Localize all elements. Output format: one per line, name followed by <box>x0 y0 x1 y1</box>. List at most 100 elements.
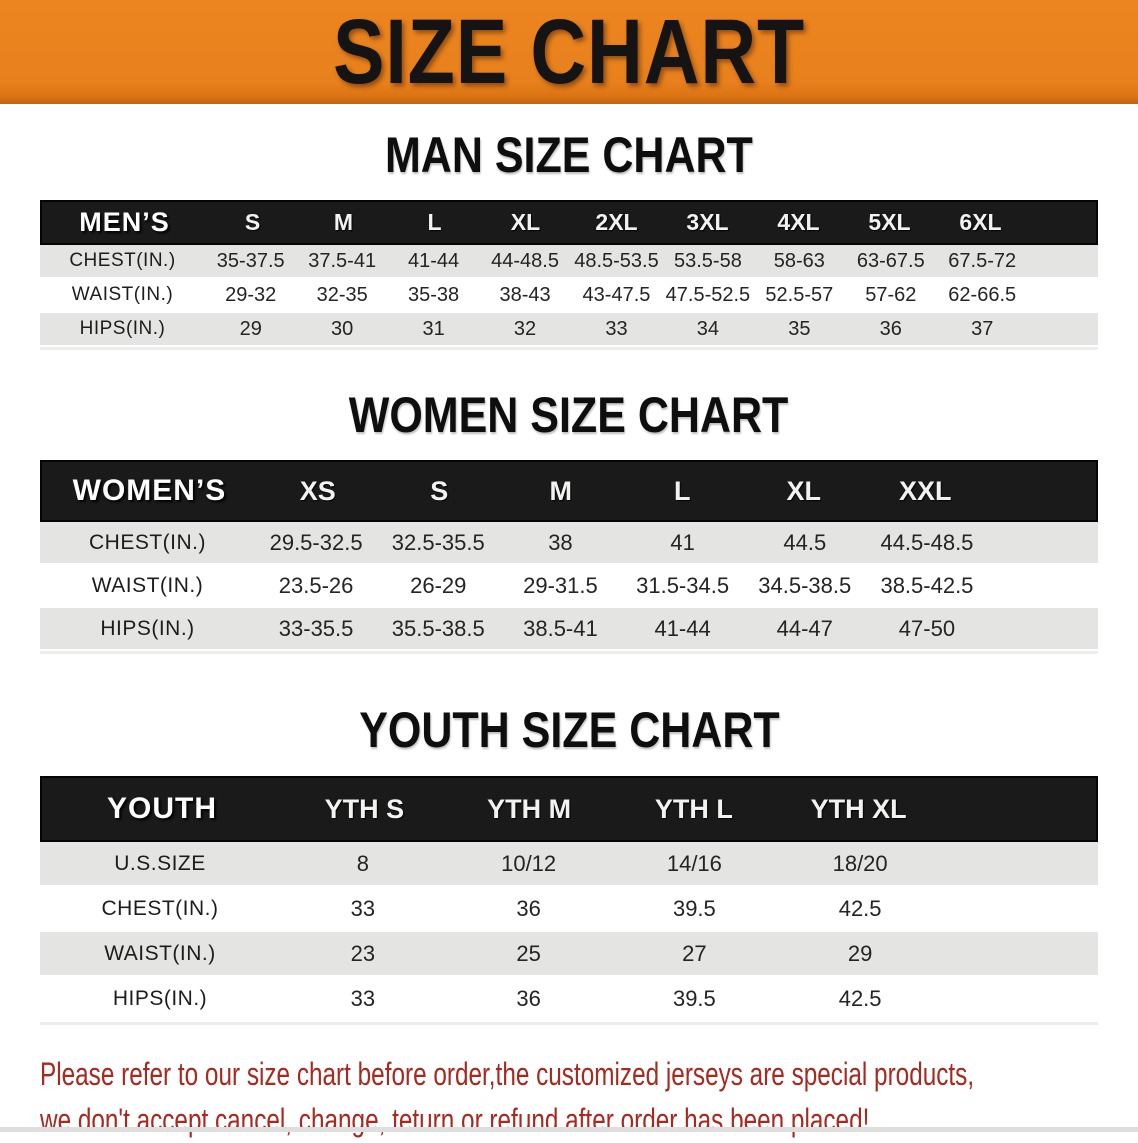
column-header: YTH M <box>487 793 572 824</box>
row-label: CHEST(IN.) <box>101 896 219 920</box>
column-header: S <box>430 475 449 506</box>
value-cell: 63-67.5 <box>856 249 925 272</box>
value-cell: 33 <box>605 317 628 340</box>
women-size-chart-table: WOMEN’S XS S M L XL XXL CHEST(IN.) 29.5-32.5 32.5… <box>40 460 1098 654</box>
value-cell: 38 <box>548 529 573 555</box>
value-cell: 38-43 <box>499 283 551 306</box>
value-cell: 34.5-38.5 <box>758 572 852 598</box>
value-cell: 35 <box>788 317 811 340</box>
value-cell: 33 <box>350 985 376 1011</box>
youth-size-chart-table: YOUTH YTH S YTH M YTH L YTH XL U.S.SIZE 8 10/12… <box>40 776 1098 1025</box>
row-label: HIPS(IN.) <box>79 318 166 339</box>
column-header: YTH XL <box>810 793 907 824</box>
value-cell: 23 <box>350 940 376 966</box>
men-size-chart: MAN SIZE CHART MEN’S S M L XL 2XL 3XL 4XL 5XL 6XL C… <box>0 129 1138 350</box>
value-cell: 10/12 <box>501 850 557 876</box>
group-label: MEN’S <box>79 207 170 237</box>
size-chart-banner: SIZE CHART <box>0 0 1138 104</box>
value-cell: 41-44 <box>654 615 711 641</box>
table-row: WAIST(IN.) 23.5-26 26-29 29-31.5 31.5-34.5 34… <box>40 565 1098 608</box>
value-cell: 42.5 <box>838 985 882 1011</box>
column-header: YTH S <box>324 793 405 824</box>
group-label: YOUTH <box>107 792 217 825</box>
table-row: CHEST(IN.) 29.5-32.5 32.5-35.5 38 41 44.5 44.5… <box>40 522 1098 565</box>
value-cell: 47-50 <box>898 615 956 641</box>
value-cell: 53.5-58 <box>673 249 742 272</box>
value-cell: 42.5 <box>838 895 882 921</box>
value-cell: 29-32 <box>225 283 277 306</box>
value-cell: 34 <box>696 317 720 340</box>
value-cell: 47.5-52.5 <box>665 283 751 306</box>
table-header-row: YOUTH YTH S YTH M YTH L YTH XL <box>40 776 1098 842</box>
value-cell: 29-31.5 <box>523 572 598 598</box>
column-header: 3XL <box>686 209 729 235</box>
value-cell: 39.5 <box>672 895 716 921</box>
disclaimer: Please refer to our size chart before or… <box>40 1051 1138 1143</box>
column-header: 2XL <box>595 209 638 235</box>
women-size-chart: WOMEN SIZE CHART WOMEN’S XS S M L XL XXL CHEST(I… <box>0 389 1138 654</box>
value-cell: 30 <box>331 317 354 340</box>
column-header: 6XL <box>959 209 1002 235</box>
column-header: YTH L <box>654 793 733 824</box>
size-charts: MAN SIZE CHART MEN’S S M L XL 2XL 3XL 4XL 5XL 6XL C… <box>0 129 1138 1025</box>
row-label: CHEST(IN.) <box>69 250 176 271</box>
men-size-chart-table: MEN’S S M L XL 2XL 3XL 4XL 5XL 6XL CHEST(IN.) 35-37… <box>40 200 1098 350</box>
value-cell: 44.5-48.5 <box>880 529 974 555</box>
column-header: 4XL <box>777 209 820 235</box>
value-cell: 48.5-53.5 <box>574 249 659 272</box>
men-size-chart-heading: MAN SIZE CHART <box>0 129 1138 181</box>
value-cell: 44-48.5 <box>491 249 559 272</box>
value-cell: 26-29 <box>410 572 467 598</box>
column-header: XS <box>299 475 336 506</box>
column-header: L <box>427 209 442 235</box>
group-label: WOMEN’S <box>72 474 227 507</box>
value-cell: 57-62 <box>865 283 917 306</box>
value-cell: 39.5 <box>672 985 716 1011</box>
column-header: M <box>333 209 354 235</box>
table-row: HIPS(IN.) 33 36 39.5 42.5 <box>40 977 1098 1022</box>
row-label: HIPS(IN.) <box>112 986 208 1010</box>
women-size-chart-heading: WOMEN SIZE CHART <box>0 389 1138 441</box>
youth-size-chart: YOUTH SIZE CHART YOUTH YTH S YTH M YTH L YTH … <box>0 704 1138 1025</box>
row-label: WAIST(IN.) <box>91 573 204 597</box>
value-cell: 31 <box>422 317 445 340</box>
section-heading-text: YOUTH SIZE CHART <box>358 702 780 758</box>
table-row: HIPS(IN.) 29 30 31 32 33 34 35 36 37 <box>40 313 1098 347</box>
value-cell: 37.5-41 <box>308 249 377 272</box>
value-cell: 14/16 <box>666 850 722 876</box>
value-cell: 41 <box>670 529 695 555</box>
value-cell: 58-63 <box>773 249 825 272</box>
value-cell: 27 <box>682 940 707 966</box>
value-cell: 32 <box>513 317 537 340</box>
value-cell: 18/20 <box>832 850 888 876</box>
column-header: 5XL <box>868 209 911 235</box>
table-header-row: WOMEN’S XS S M L XL XXL <box>40 460 1098 522</box>
section-heading-text: MAN SIZE CHART <box>385 127 753 183</box>
table-header-row: MEN’S S M L XL 2XL 3XL 4XL 5XL 6XL <box>40 200 1098 245</box>
table-row: CHEST(IN.) 33 36 39.5 42.5 <box>40 887 1098 932</box>
table-row: U.S.SIZE 8 10/12 14/16 18/20 <box>40 842 1098 887</box>
bottom-edge-strip <box>0 1127 1138 1132</box>
value-cell: 29 <box>847 940 873 966</box>
value-cell: 29.5-32.5 <box>269 529 363 555</box>
value-cell: 41-44 <box>408 249 460 272</box>
value-cell: 67.5-72 <box>948 249 1017 272</box>
table-row: WAIST(IN.) 29-32 32-35 35-38 38-43 43-47.5 47.… <box>40 279 1098 313</box>
value-cell: 35-38 <box>408 283 460 306</box>
value-cell: 36 <box>516 985 541 1011</box>
column-header: S <box>244 209 261 235</box>
table-row: HIPS(IN.) 33-35.5 35.5-38.5 38.5-41 41-44 44-… <box>40 608 1098 651</box>
column-header: XL <box>510 209 541 235</box>
value-cell: 8 <box>356 850 369 876</box>
row-label: U.S.SIZE <box>114 851 206 875</box>
value-cell: 36 <box>516 895 541 921</box>
value-cell: 29 <box>239 317 262 340</box>
value-cell: 44-47 <box>776 615 833 641</box>
row-label: CHEST(IN.) <box>89 530 206 554</box>
column-header: XL <box>786 475 821 506</box>
banner-title: SIZE CHART <box>332 1 806 103</box>
value-cell: 33 <box>350 895 376 921</box>
value-cell: 25 <box>516 940 541 966</box>
table-row: CHEST(IN.) 35-37.5 37.5-41 41-44 44-48.5 48.5… <box>40 245 1098 279</box>
value-cell: 38.5-41 <box>523 615 598 641</box>
